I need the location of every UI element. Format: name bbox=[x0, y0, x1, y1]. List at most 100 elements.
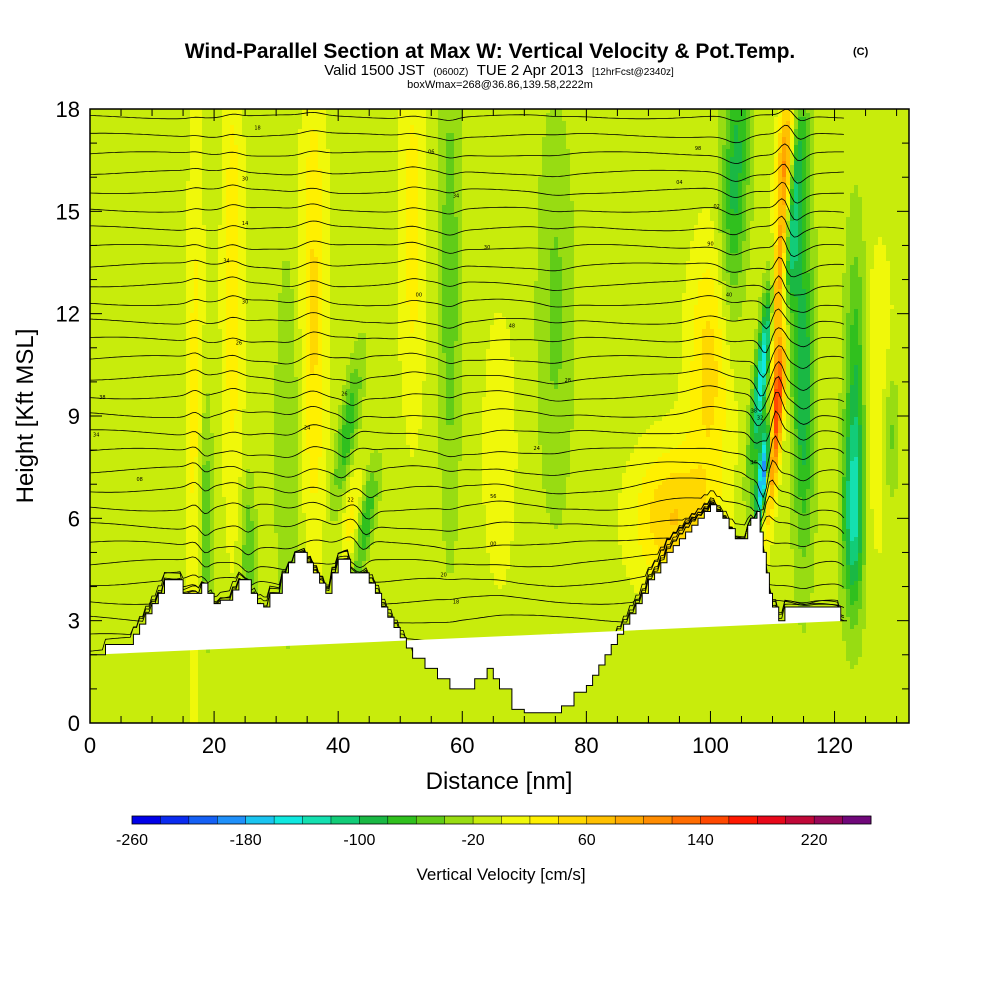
velocity-cell bbox=[882, 129, 887, 134]
velocity-cell bbox=[682, 125, 687, 130]
velocity-cell bbox=[494, 117, 499, 122]
velocity-cell bbox=[458, 121, 463, 126]
velocity-cell bbox=[114, 117, 119, 122]
velocity-cell bbox=[630, 129, 635, 134]
velocity-cell bbox=[318, 137, 323, 142]
velocity-cell bbox=[802, 113, 807, 118]
velocity-cell bbox=[434, 113, 439, 118]
velocity-cell bbox=[394, 113, 399, 118]
velocity-cell bbox=[330, 137, 335, 142]
velocity-cell bbox=[462, 125, 467, 130]
velocity-cell bbox=[102, 141, 107, 146]
velocity-cell bbox=[194, 137, 199, 142]
velocity-cell bbox=[838, 137, 843, 142]
velocity-cell bbox=[822, 121, 827, 126]
velocity-cell bbox=[894, 117, 899, 122]
velocity-cell bbox=[370, 121, 375, 126]
velocity-cell bbox=[738, 137, 743, 142]
velocity-cell bbox=[642, 125, 647, 130]
velocity-cell bbox=[534, 133, 539, 138]
velocity-cell bbox=[230, 121, 235, 126]
velocity-cell bbox=[294, 137, 299, 142]
velocity-cell bbox=[498, 117, 503, 122]
velocity-cell bbox=[682, 133, 687, 138]
velocity-cell bbox=[902, 125, 907, 130]
velocity-cell bbox=[894, 133, 899, 138]
velocity-cell bbox=[158, 113, 163, 118]
velocity-cell bbox=[406, 121, 411, 126]
velocity-cell bbox=[378, 117, 383, 122]
velocity-cell bbox=[310, 137, 315, 142]
velocity-cell bbox=[838, 121, 843, 126]
velocity-cell bbox=[374, 133, 379, 138]
velocity-cell bbox=[418, 129, 423, 134]
velocity-cell bbox=[698, 121, 703, 126]
velocity-cell bbox=[474, 121, 479, 126]
velocity-cell bbox=[282, 121, 287, 126]
velocity-cell bbox=[634, 137, 639, 142]
velocity-cell bbox=[794, 125, 799, 130]
velocity-cell bbox=[842, 113, 847, 118]
velocity-cell bbox=[810, 137, 815, 142]
velocity-cell bbox=[342, 121, 347, 126]
velocity-cell bbox=[174, 121, 179, 126]
velocity-cell bbox=[690, 125, 695, 130]
velocity-cell bbox=[562, 121, 567, 126]
velocity-cell bbox=[662, 117, 667, 122]
velocity-cell bbox=[870, 125, 875, 130]
velocity-cell bbox=[726, 125, 731, 130]
velocity-cell bbox=[778, 121, 783, 126]
velocity-cell bbox=[670, 125, 675, 130]
velocity-cell bbox=[726, 121, 731, 126]
velocity-cell bbox=[566, 117, 571, 122]
velocity-cell bbox=[134, 137, 139, 142]
velocity-cell bbox=[318, 117, 323, 122]
velocity-cell bbox=[534, 137, 539, 142]
velocity-cell bbox=[418, 137, 423, 142]
velocity-cell bbox=[170, 137, 175, 142]
velocity-cell bbox=[646, 121, 651, 126]
velocity-cell bbox=[222, 129, 227, 134]
velocity-cell bbox=[786, 137, 791, 142]
velocity-cell bbox=[894, 137, 899, 142]
velocity-cell bbox=[578, 125, 583, 130]
velocity-cell bbox=[466, 121, 471, 126]
velocity-cell bbox=[350, 117, 355, 122]
velocity-cell bbox=[822, 117, 827, 122]
velocity-cell bbox=[738, 133, 743, 138]
velocity-cell bbox=[538, 133, 543, 138]
velocity-cell bbox=[394, 129, 399, 134]
velocity-cell bbox=[674, 133, 679, 138]
velocity-cell bbox=[278, 117, 283, 122]
velocity-cell bbox=[698, 137, 703, 142]
velocity-cell bbox=[242, 117, 247, 122]
velocity-cell bbox=[402, 137, 407, 142]
velocity-cell bbox=[406, 129, 411, 134]
velocity-cell bbox=[486, 121, 491, 126]
valid-time-utc: (0600Z) bbox=[433, 67, 468, 78]
velocity-cell bbox=[122, 117, 127, 122]
velocity-cell bbox=[858, 129, 863, 134]
velocity-cell bbox=[370, 113, 375, 118]
velocity-cell bbox=[94, 117, 99, 122]
velocity-cell bbox=[526, 129, 531, 134]
velocity-cell bbox=[398, 121, 403, 126]
velocity-cell bbox=[286, 129, 291, 134]
velocity-cell bbox=[526, 121, 531, 126]
velocity-cell bbox=[462, 129, 467, 134]
velocity-cell bbox=[738, 129, 743, 134]
velocity-cell bbox=[94, 137, 99, 142]
velocity-cell bbox=[406, 125, 411, 130]
velocity-cell bbox=[462, 133, 467, 138]
velocity-cell bbox=[746, 129, 751, 134]
velocity-cell bbox=[158, 125, 163, 130]
velocity-cell bbox=[366, 121, 371, 126]
velocity-cell bbox=[438, 133, 443, 138]
velocity-cell bbox=[446, 133, 451, 138]
velocity-cell bbox=[754, 129, 759, 134]
velocity-cell bbox=[150, 121, 155, 126]
velocity-cell bbox=[670, 117, 675, 122]
velocity-cell bbox=[450, 129, 455, 134]
velocity-cell bbox=[422, 125, 427, 130]
velocity-cell bbox=[618, 113, 623, 118]
